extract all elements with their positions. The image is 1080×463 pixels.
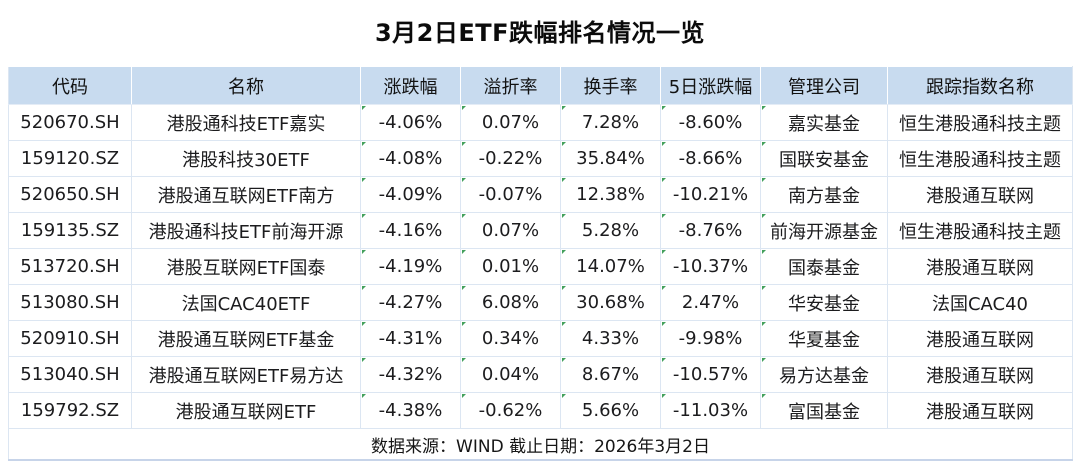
cell-premium-discount: 0.04% — [460, 356, 561, 393]
table-row: 513040.SH 港股通互联网ETF易方达 -4.32% 0.04% 8.67… — [8, 356, 1073, 393]
cell-index-name: 法国CAC40 — [887, 284, 1073, 321]
cell-name: 港股通互联网ETF基金 — [131, 320, 361, 357]
table-source-row: 数据来源：WIND 截止日期：2026年3月2日 — [8, 428, 1073, 461]
cell-manager: 富国基金 — [760, 392, 888, 429]
cell-turnover: 8.67% — [560, 356, 661, 393]
cell-5day-change: -11.03% — [660, 392, 761, 429]
cell-code: 159120.SZ — [8, 140, 132, 177]
table-row: 159120.SZ 港股科技30ETF -4.08% -0.22% 35.84%… — [8, 140, 1073, 177]
cell-change: -4.08% — [360, 140, 461, 177]
cell-premium-discount: -0.62% — [460, 392, 561, 429]
cell-turnover: 4.33% — [560, 320, 661, 357]
column-header-name: 名称 — [131, 66, 361, 105]
cell-change: -4.32% — [360, 356, 461, 393]
cell-premium-discount: 0.07% — [460, 212, 561, 249]
column-header-index-name: 跟踪指数名称 — [887, 66, 1073, 105]
cell-premium-discount: 0.07% — [460, 104, 561, 141]
column-header-premium-discount: 溢折率 — [460, 66, 561, 105]
cell-turnover: 35.84% — [560, 140, 661, 177]
table-row: 520670.SH 港股通科技ETF嘉实 -4.06% 0.07% 7.28% … — [8, 104, 1073, 141]
cell-premium-discount: 0.34% — [460, 320, 561, 357]
cell-code: 513040.SH — [8, 356, 132, 393]
column-header-code: 代码 — [8, 66, 132, 105]
cell-manager: 易方达基金 — [760, 356, 888, 393]
cell-premium-discount: 6.08% — [460, 284, 561, 321]
column-header-turnover: 换手率 — [560, 66, 661, 105]
cell-5day-change: -10.37% — [660, 248, 761, 285]
cell-index-name: 恒生港股通科技主题 — [887, 104, 1073, 141]
cell-premium-discount: 0.01% — [460, 248, 561, 285]
cell-name: 法国CAC40ETF — [131, 284, 361, 321]
cell-index-name: 港股通互联网 — [887, 320, 1073, 357]
cell-5day-change: 2.47% — [660, 284, 761, 321]
cell-turnover: 30.68% — [560, 284, 661, 321]
cell-manager: 嘉实基金 — [760, 104, 888, 141]
cell-code: 159135.SZ — [8, 212, 132, 249]
cell-change: -4.19% — [360, 248, 461, 285]
etf-ranking-table: 代码 名称 涨跌幅 溢折率 换手率 5日涨跌幅 管理公司 跟踪指数名称 5206… — [8, 66, 1073, 461]
cell-manager: 华夏基金 — [760, 320, 888, 357]
data-source-note: 数据来源：WIND 截止日期：2026年3月2日 — [8, 428, 1073, 461]
cell-code: 513080.SH — [8, 284, 132, 321]
cell-name: 港股通科技ETF前海开源 — [131, 212, 361, 249]
cell-turnover: 7.28% — [560, 104, 661, 141]
cell-5day-change: -10.21% — [660, 176, 761, 213]
cell-name: 港股通互联网ETF易方达 — [131, 356, 361, 393]
cell-change: -4.06% — [360, 104, 461, 141]
cell-manager: 前海开源基金 — [760, 212, 888, 249]
cell-premium-discount: -0.22% — [460, 140, 561, 177]
cell-code: 520670.SH — [8, 104, 132, 141]
cell-code: 159792.SZ — [8, 392, 132, 429]
page-title: 3月2日ETF跌幅排名情况一览 — [374, 19, 706, 47]
cell-5day-change: -10.57% — [660, 356, 761, 393]
cell-premium-discount: -0.07% — [460, 176, 561, 213]
cell-code: 520910.SH — [8, 320, 132, 357]
table-row: 520650.SH 港股通互联网ETF南方 -4.09% -0.07% 12.3… — [8, 176, 1073, 213]
etf-ranking-table-wrap: 代码 名称 涨跌幅 溢折率 换手率 5日涨跌幅 管理公司 跟踪指数名称 5206… — [8, 66, 1073, 461]
cell-name: 港股科技30ETF — [131, 140, 361, 177]
cell-turnover: 12.38% — [560, 176, 661, 213]
cell-index-name: 港股通互联网 — [887, 356, 1073, 393]
cell-index-name: 港股通互联网 — [887, 392, 1073, 429]
cell-5day-change: -8.66% — [660, 140, 761, 177]
cell-change: -4.09% — [360, 176, 461, 213]
cell-index-name: 恒生港股通科技主题 — [887, 140, 1073, 177]
cell-turnover: 5.28% — [560, 212, 661, 249]
cell-name: 港股互联网ETF国泰 — [131, 248, 361, 285]
table-row: 159792.SZ 港股通互联网ETF -4.38% -0.62% 5.66% … — [8, 392, 1073, 429]
table-row: 159135.SZ 港股通科技ETF前海开源 -4.16% 0.07% 5.28… — [8, 212, 1073, 249]
cell-index-name: 恒生港股通科技主题 — [887, 212, 1073, 249]
table-row: 520910.SH 港股通互联网ETF基金 -4.31% 0.34% 4.33%… — [8, 320, 1073, 357]
cell-index-name: 港股通互联网 — [887, 248, 1073, 285]
cell-name: 港股通互联网ETF — [131, 392, 361, 429]
cell-index-name: 港股通互联网 — [887, 176, 1073, 213]
table-row: 513080.SH 法国CAC40ETF -4.27% 6.08% 30.68%… — [8, 284, 1073, 321]
cell-5day-change: -8.76% — [660, 212, 761, 249]
cell-manager: 华安基金 — [760, 284, 888, 321]
cell-turnover: 14.07% — [560, 248, 661, 285]
cell-name: 港股通科技ETF嘉实 — [131, 104, 361, 141]
table-row: 513720.SH 港股互联网ETF国泰 -4.19% 0.01% 14.07%… — [8, 248, 1073, 285]
column-header-5day-change: 5日涨跌幅 — [660, 66, 761, 105]
cell-5day-change: -8.60% — [660, 104, 761, 141]
cell-code: 513720.SH — [8, 248, 132, 285]
table-header-row: 代码 名称 涨跌幅 溢折率 换手率 5日涨跌幅 管理公司 跟踪指数名称 — [8, 66, 1073, 105]
cell-5day-change: -9.98% — [660, 320, 761, 357]
cell-name: 港股通互联网ETF南方 — [131, 176, 361, 213]
cell-turnover: 5.66% — [560, 392, 661, 429]
cell-change: -4.38% — [360, 392, 461, 429]
column-header-change: 涨跌幅 — [360, 66, 461, 105]
cell-manager: 南方基金 — [760, 176, 888, 213]
cell-change: -4.27% — [360, 284, 461, 321]
cell-manager: 国联安基金 — [760, 140, 888, 177]
cell-manager: 国泰基金 — [760, 248, 888, 285]
cell-change: -4.16% — [360, 212, 461, 249]
cell-change: -4.31% — [360, 320, 461, 357]
cell-code: 520650.SH — [8, 176, 132, 213]
column-header-manager: 管理公司 — [760, 66, 888, 105]
